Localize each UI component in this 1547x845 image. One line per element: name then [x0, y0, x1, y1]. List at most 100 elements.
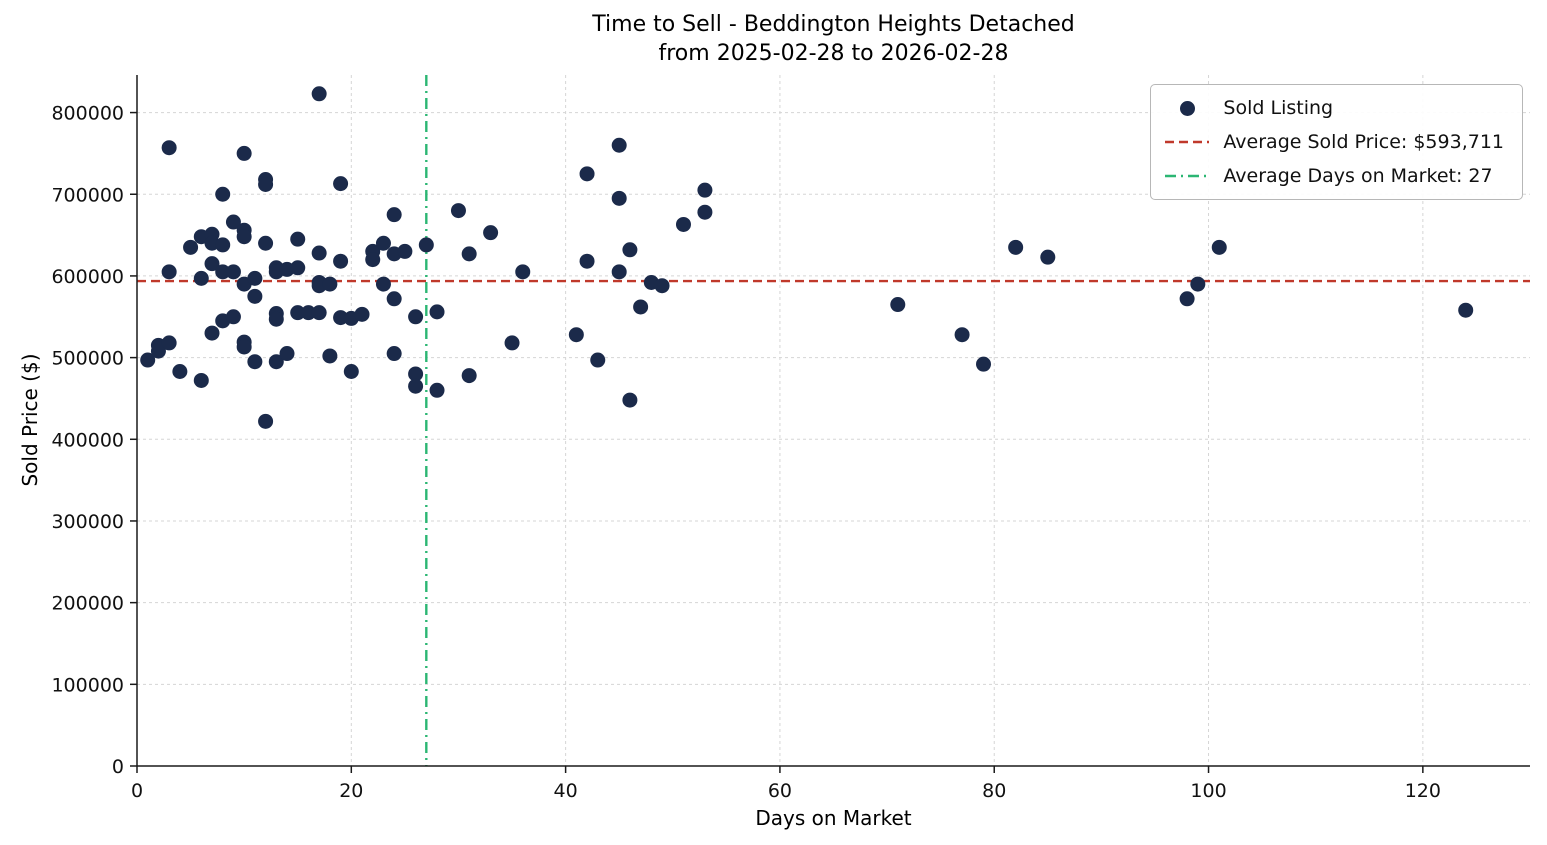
- x-tick-label: 80: [982, 780, 1006, 802]
- data-point: [954, 327, 970, 343]
- y-tick-label: 400000: [51, 429, 124, 451]
- data-point: [697, 204, 713, 220]
- y-axis-label: Sold Price ($): [18, 353, 42, 487]
- data-point: [311, 245, 327, 261]
- data-point: [579, 166, 595, 182]
- data-point: [408, 378, 424, 394]
- data-point: [300, 305, 316, 321]
- data-point: [515, 264, 531, 280]
- y-tick-label: 600000: [51, 266, 124, 288]
- data-point: [161, 140, 177, 156]
- data-point: [1008, 239, 1024, 255]
- data-point: [386, 207, 402, 223]
- legend-item-avg-price: Average Sold Price: $593,711: [1165, 131, 1504, 153]
- sold-listing-dot-icon: [1165, 100, 1209, 116]
- data-point: [322, 348, 338, 364]
- data-point: [290, 305, 306, 321]
- legend: Sold Listing Average Sold Price: $593,71…: [1150, 84, 1523, 200]
- data-point: [140, 352, 156, 368]
- data-point: [333, 253, 349, 269]
- data-point: [386, 291, 402, 307]
- x-tick-label: 120: [1405, 780, 1441, 802]
- data-point: [258, 176, 274, 192]
- x-tick-label: 60: [768, 780, 792, 802]
- data-point: [697, 182, 713, 198]
- data-point: [215, 264, 231, 280]
- data-point: [1458, 302, 1474, 318]
- data-point: [397, 243, 413, 259]
- y-tick-label: 100000: [51, 674, 124, 696]
- data-point: [225, 214, 241, 230]
- data-point: [365, 252, 381, 268]
- data-point: [204, 325, 220, 341]
- data-point: [450, 203, 466, 219]
- avg-price-dashed-line-icon: [1165, 139, 1210, 145]
- data-point: [247, 288, 263, 304]
- legend-item-sold-listing: Sold Listing: [1165, 97, 1504, 119]
- data-point: [172, 363, 188, 379]
- x-tick-label: 40: [554, 780, 578, 802]
- y-tick-label: 800000: [51, 103, 124, 125]
- y-tick-label: 700000: [51, 184, 124, 206]
- legend-label-sold-listing: Sold Listing: [1223, 97, 1334, 119]
- data-point: [590, 352, 606, 368]
- data-point: [579, 253, 595, 269]
- data-point: [375, 235, 391, 251]
- y-tick-label: 300000: [51, 511, 124, 533]
- data-point: [268, 311, 284, 327]
- data-point: [322, 276, 338, 292]
- y-tick-label: 500000: [51, 348, 124, 370]
- data-point: [408, 309, 424, 325]
- data-point: [343, 363, 359, 379]
- x-tick-label: 100: [1190, 780, 1226, 802]
- data-point: [1040, 249, 1056, 265]
- data-point: [193, 372, 209, 388]
- data-point: [1190, 276, 1206, 292]
- data-point: [633, 299, 649, 315]
- data-point: [311, 86, 327, 102]
- data-point: [279, 346, 295, 362]
- chart-title: Time to Sell - Beddington Heights Detach…: [137, 10, 1530, 68]
- data-point: [483, 225, 499, 241]
- data-point: [504, 335, 520, 351]
- data-point: [183, 239, 199, 255]
- x-axis-label: Days on Market: [755, 806, 912, 830]
- data-point: [268, 354, 284, 370]
- data-point: [611, 264, 627, 280]
- data-point: [429, 382, 445, 398]
- chart-title-line-2: from 2025-02-28 to 2026-02-28: [658, 41, 1009, 67]
- data-point: [225, 309, 241, 325]
- data-point: [258, 413, 274, 429]
- data-point: [236, 145, 252, 161]
- data-point: [461, 246, 477, 262]
- y-tick-label: 0: [112, 756, 124, 778]
- data-point: [247, 354, 263, 370]
- data-point: [386, 346, 402, 362]
- x-tick-label: 0: [131, 780, 143, 802]
- data-point: [1179, 291, 1195, 307]
- legend-label-avg-days: Average Days on Market: 27: [1223, 165, 1493, 187]
- data-point: [611, 190, 627, 206]
- data-point: [290, 231, 306, 247]
- data-point: [215, 186, 231, 202]
- data-point: [333, 310, 349, 326]
- data-point: [161, 264, 177, 280]
- data-point: [354, 306, 370, 322]
- data-point: [408, 366, 424, 382]
- data-point: [976, 356, 992, 372]
- data-point: [333, 176, 349, 192]
- avg-days-dashdot-line-icon: [1165, 173, 1210, 179]
- data-point: [258, 235, 274, 251]
- chart-title-line-1: Time to Sell - Beddington Heights Detach…: [592, 12, 1075, 37]
- y-tick-label: 200000: [51, 593, 124, 615]
- data-point: [375, 276, 391, 292]
- data-point: [225, 264, 241, 280]
- data-point: [204, 256, 220, 272]
- data-point: [654, 278, 670, 294]
- data-point: [890, 297, 906, 313]
- legend-label-avg-price: Average Sold Price: $593,711: [1223, 131, 1504, 153]
- data-point: [418, 237, 434, 253]
- data-point: [675, 216, 691, 232]
- data-point: [311, 305, 327, 321]
